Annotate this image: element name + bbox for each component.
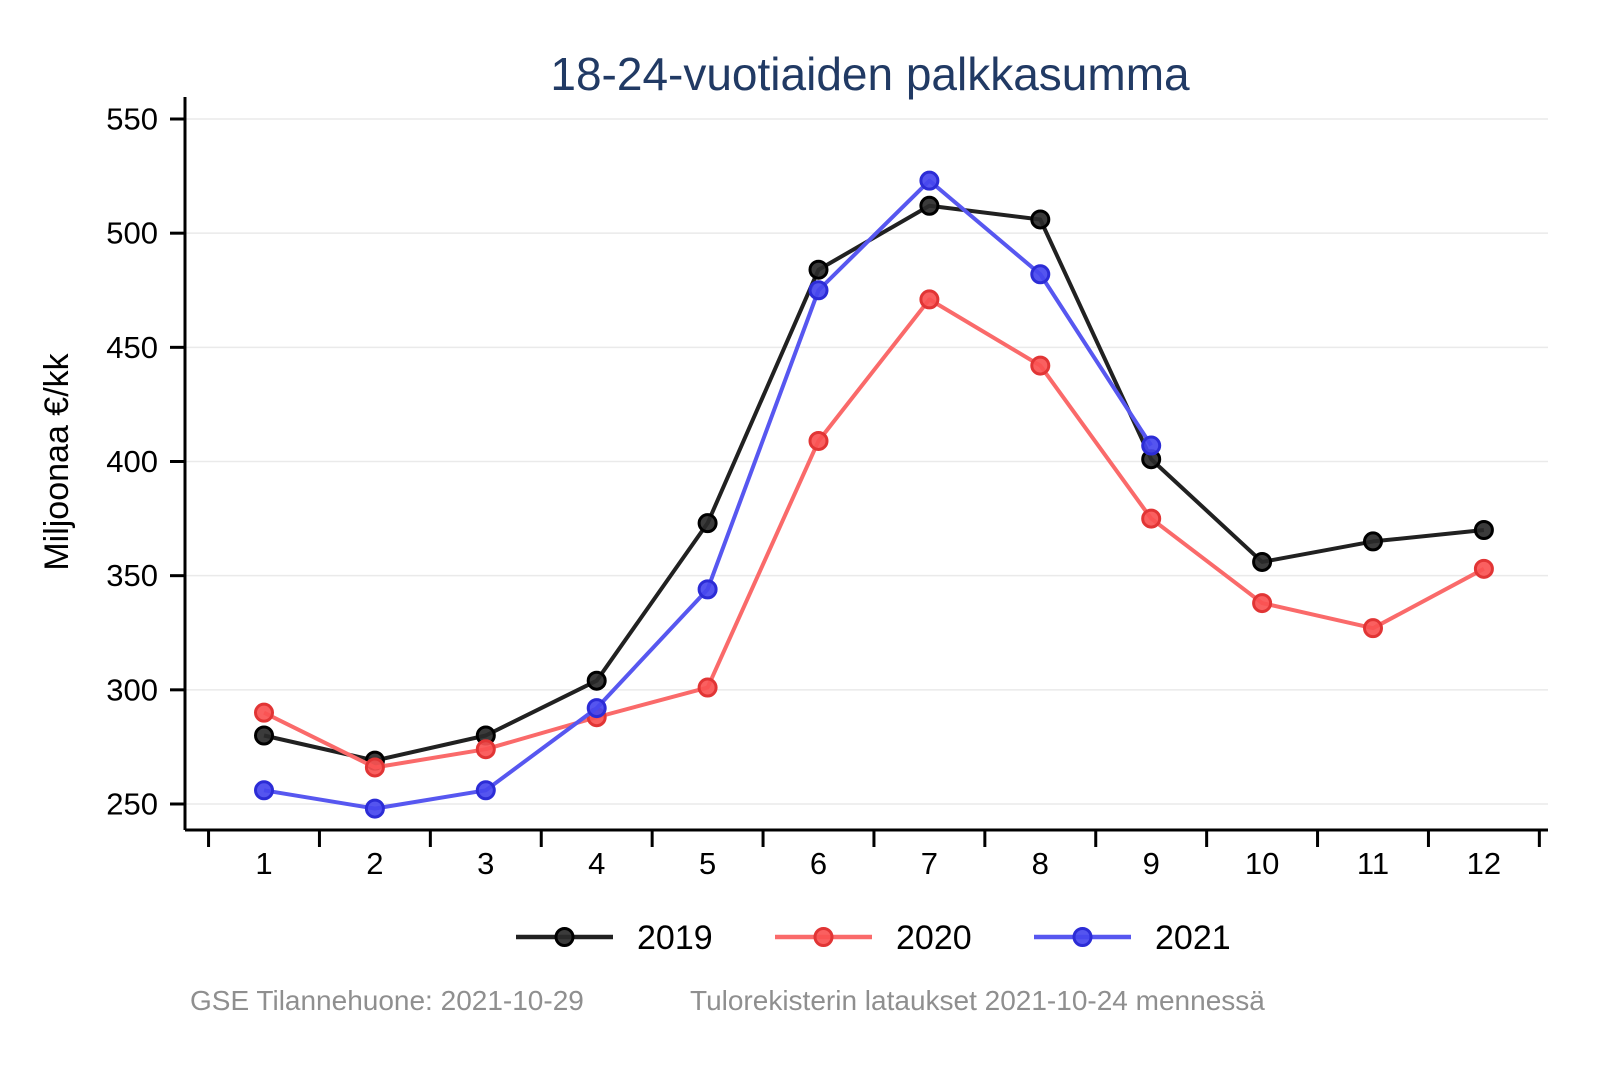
series-2020-marker-5 (697, 677, 718, 698)
series-2019-marker-10 (1252, 551, 1273, 572)
y-tick-label-550: 550 (106, 102, 158, 137)
series-2021-marker-1 (254, 780, 274, 801)
x-tick-label-2: 2 (366, 846, 383, 881)
y-tick-label-500: 500 (106, 216, 158, 251)
x-tick-label-11: 11 (1357, 846, 1389, 881)
legend-label-2020: 2020 (896, 919, 972, 957)
legend-item-2020: 2020 (775, 919, 972, 957)
series-2019-line (263, 203, 1485, 763)
x-tick-label-7: 7 (921, 846, 938, 881)
series-2020-marker-1 (254, 702, 274, 723)
series-2020-marker-8 (1030, 355, 1051, 376)
legend-label-2019: 2019 (637, 919, 713, 957)
series-2021-marker-4 (586, 698, 607, 719)
x-tick-label-10: 10 (1245, 846, 1279, 881)
legend-marker-2021 (1072, 927, 1093, 947)
series-2019-marker-5 (697, 513, 718, 534)
x-tick-label-12: 12 (1467, 846, 1501, 881)
footer-source-left: GSE Tilannehuone: 2021-10-29 (190, 985, 584, 1016)
series-2021-marker-5 (697, 579, 718, 600)
series-2021-line (263, 178, 1153, 811)
legend: 2019 2020 2021 (516, 919, 1231, 957)
y-axis-title: Miljoonaa €/kk (38, 352, 76, 570)
x-tick-label-5: 5 (699, 846, 716, 881)
footer-source-right: Tulorekisterin lataukset 2021-10-24 menn… (690, 985, 1265, 1016)
series-2020-marker-12 (1473, 558, 1494, 579)
x-tick-label-4: 4 (588, 846, 605, 881)
series-2019-marker-7 (919, 195, 940, 216)
legend-item-2019: 2019 (516, 919, 713, 957)
series-2020-line (263, 297, 1485, 770)
y-tick-label-400: 400 (106, 444, 158, 479)
legend-marker-2019 (554, 927, 575, 947)
series-2020-marker-9 (1141, 508, 1162, 529)
series-2020-marker-3 (475, 739, 496, 760)
series-2020-marker-11 (1363, 618, 1383, 639)
series-2019-marker-6 (808, 259, 829, 280)
series-2019-marker-1 (254, 725, 274, 746)
y-tick-label-250: 250 (106, 787, 158, 822)
series-2020-marker-7 (919, 289, 940, 310)
series-layer (254, 170, 1494, 819)
series-2020-marker-10 (1252, 593, 1273, 614)
series-2021-marker-7 (919, 170, 940, 191)
x-tick-label-1: 1 (255, 846, 272, 881)
legend-label-2021: 2021 (1155, 919, 1231, 957)
series-2019-marker-12 (1473, 520, 1494, 541)
series-2019-marker-4 (586, 670, 607, 691)
series-2019-marker-11 (1363, 531, 1383, 552)
series-2021-marker-9 (1141, 435, 1162, 456)
series-2021-marker-6 (808, 280, 829, 301)
y-tick-label-450: 450 (106, 330, 158, 365)
legend-item-2021: 2021 (1034, 919, 1231, 957)
x-tick-label-3: 3 (477, 846, 494, 881)
y-tick-label-300: 300 (106, 672, 158, 707)
series-2021-marker-3 (475, 780, 496, 801)
series-2021-marker-2 (364, 798, 385, 819)
series-2021-marker-8 (1030, 264, 1051, 285)
chart-title: 18-24-vuotiaiden palkkasumma (550, 48, 1190, 100)
y-tick-label-350: 350 (106, 558, 158, 593)
gridline-layer (186, 118, 1548, 805)
x-tick-label-9: 9 (1143, 846, 1160, 881)
x-tick-label-6: 6 (810, 846, 827, 881)
x-tick-label-8: 8 (1032, 846, 1049, 881)
series-2020-marker-2 (364, 757, 385, 778)
legend-marker-2020 (813, 927, 834, 947)
series-2019-marker-8 (1030, 209, 1051, 230)
series-2020-marker-6 (808, 430, 829, 451)
